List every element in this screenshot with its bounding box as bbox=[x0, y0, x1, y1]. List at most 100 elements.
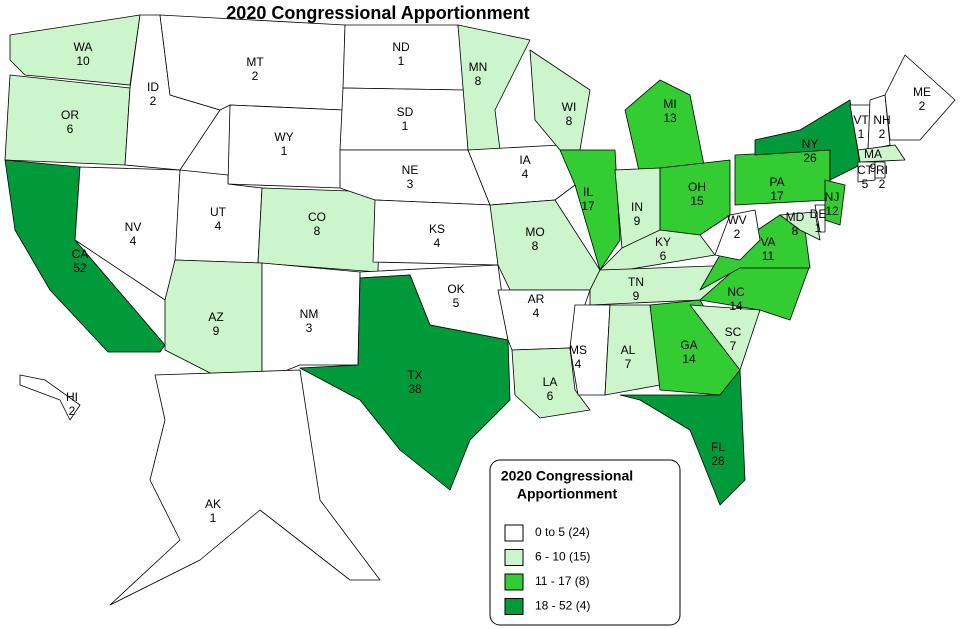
state bbox=[529, 49, 591, 151]
state-abbr: DE bbox=[810, 207, 827, 221]
state bbox=[874, 161, 886, 179]
state-seats: 13 bbox=[663, 111, 677, 125]
legend-swatch bbox=[504, 598, 524, 615]
state-abbr: UT bbox=[210, 205, 227, 219]
legend-swatch bbox=[504, 573, 524, 591]
state-seats: 6 bbox=[67, 122, 74, 136]
state-seats: 2 bbox=[734, 227, 741, 241]
state bbox=[824, 179, 846, 226]
state-abbr: AL bbox=[621, 343, 636, 357]
state bbox=[467, 144, 576, 206]
state bbox=[814, 204, 826, 233]
legend-swatch bbox=[504, 524, 524, 542]
state-seats: 6 bbox=[547, 389, 554, 403]
state bbox=[884, 54, 956, 141]
legend: 2020 Congressional Apportionment 0 to 5 (2… bbox=[501, 468, 633, 615]
legend-label: 0 to 5 (24) bbox=[535, 525, 590, 539]
state bbox=[779, 211, 821, 241]
state bbox=[619, 369, 746, 506]
state-seats: 7 bbox=[730, 339, 737, 353]
state-abbr: RI bbox=[876, 163, 888, 177]
state bbox=[559, 149, 621, 271]
state-seats: 8 bbox=[566, 114, 573, 128]
legend-swatch bbox=[504, 549, 524, 566]
state-abbr: NE bbox=[402, 163, 419, 177]
state-seats: 4 bbox=[434, 236, 441, 250]
state bbox=[457, 24, 531, 151]
legend-label: 11 - 17 (8) bbox=[535, 574, 589, 588]
state-seats: 9 bbox=[213, 324, 220, 338]
state-abbr: IN bbox=[631, 200, 643, 214]
state-abbr: HI bbox=[66, 390, 78, 404]
state-seats: 10 bbox=[76, 54, 90, 68]
state-abbr: CA bbox=[72, 247, 89, 261]
state-abbr: NV bbox=[125, 220, 142, 234]
state-abbr: NJ bbox=[825, 190, 840, 204]
state-abbr: VT bbox=[853, 113, 869, 127]
state-abbr: MN bbox=[469, 60, 488, 74]
state bbox=[624, 79, 706, 176]
state-abbr: WA bbox=[74, 40, 93, 54]
state-abbr: WV bbox=[727, 213, 746, 227]
state-seats: 4 bbox=[522, 167, 529, 181]
state bbox=[299, 274, 511, 491]
state-abbr: LA bbox=[543, 375, 558, 389]
state bbox=[867, 94, 891, 151]
state bbox=[19, 374, 81, 421]
state-abbr: NC bbox=[727, 285, 745, 299]
state-abbr: PA bbox=[769, 175, 784, 189]
state-abbr: ID bbox=[147, 80, 159, 94]
state-abbr: WI bbox=[562, 100, 577, 114]
state bbox=[857, 161, 876, 183]
state-seats: 4 bbox=[533, 306, 540, 320]
state-seats: 1 bbox=[281, 144, 288, 158]
state-seats: 9 bbox=[634, 214, 641, 228]
state-seats: 9 bbox=[633, 289, 640, 303]
state-seats: 2 bbox=[879, 177, 886, 191]
state-seats: 8 bbox=[314, 224, 321, 238]
state-seats: 17 bbox=[581, 199, 595, 213]
state-abbr: IA bbox=[519, 153, 530, 167]
state-seats: 2 bbox=[879, 127, 886, 141]
state-abbr: NY bbox=[802, 137, 819, 151]
state-seats: 1 bbox=[210, 511, 217, 525]
state-seats: 11 bbox=[762, 249, 775, 263]
state-seats: 26 bbox=[803, 151, 817, 165]
state-abbr: AK bbox=[205, 497, 221, 511]
state-seats: 4 bbox=[575, 357, 582, 371]
state-abbr: WY bbox=[274, 130, 293, 144]
state-seats: 5 bbox=[453, 296, 460, 310]
state-abbr: MO bbox=[525, 225, 544, 239]
state bbox=[754, 99, 861, 181]
state-seats: 1 bbox=[815, 221, 822, 235]
legend-label: 18 - 52 (4) bbox=[535, 599, 590, 613]
state-abbr: GA bbox=[680, 338, 697, 352]
state bbox=[857, 144, 906, 163]
state-abbr: AR bbox=[528, 292, 545, 306]
state-seats: 9 bbox=[870, 161, 877, 175]
state-seats: 14 bbox=[729, 299, 743, 313]
state-seats: 1 bbox=[858, 127, 865, 141]
state bbox=[714, 209, 761, 261]
state-seats: 2 bbox=[69, 404, 76, 418]
state-abbr: CT bbox=[857, 163, 874, 177]
state bbox=[9, 14, 141, 86]
state-seats: 6 bbox=[660, 249, 667, 263]
state-seats: 1 bbox=[398, 54, 405, 68]
state-seats: 2 bbox=[919, 99, 926, 113]
states: WA10OR6CA52NV4ID2MT2WY1UT4CO8AZ9NM3ND1SD… bbox=[4, 14, 956, 606]
state-abbr: MT bbox=[246, 55, 264, 69]
state-abbr: KS bbox=[429, 222, 445, 236]
state-seats: 8 bbox=[532, 239, 539, 253]
state bbox=[689, 304, 761, 371]
state-abbr: AZ bbox=[208, 310, 223, 324]
state-abbr: IL bbox=[583, 185, 593, 199]
state-abbr: MD bbox=[786, 210, 805, 224]
state-abbr: VA bbox=[760, 235, 775, 249]
state bbox=[261, 262, 361, 381]
state-abbr: OH bbox=[688, 180, 706, 194]
state-abbr: CO bbox=[308, 210, 326, 224]
state bbox=[109, 369, 381, 606]
legend-label: 6 - 10 (15) bbox=[535, 550, 590, 564]
